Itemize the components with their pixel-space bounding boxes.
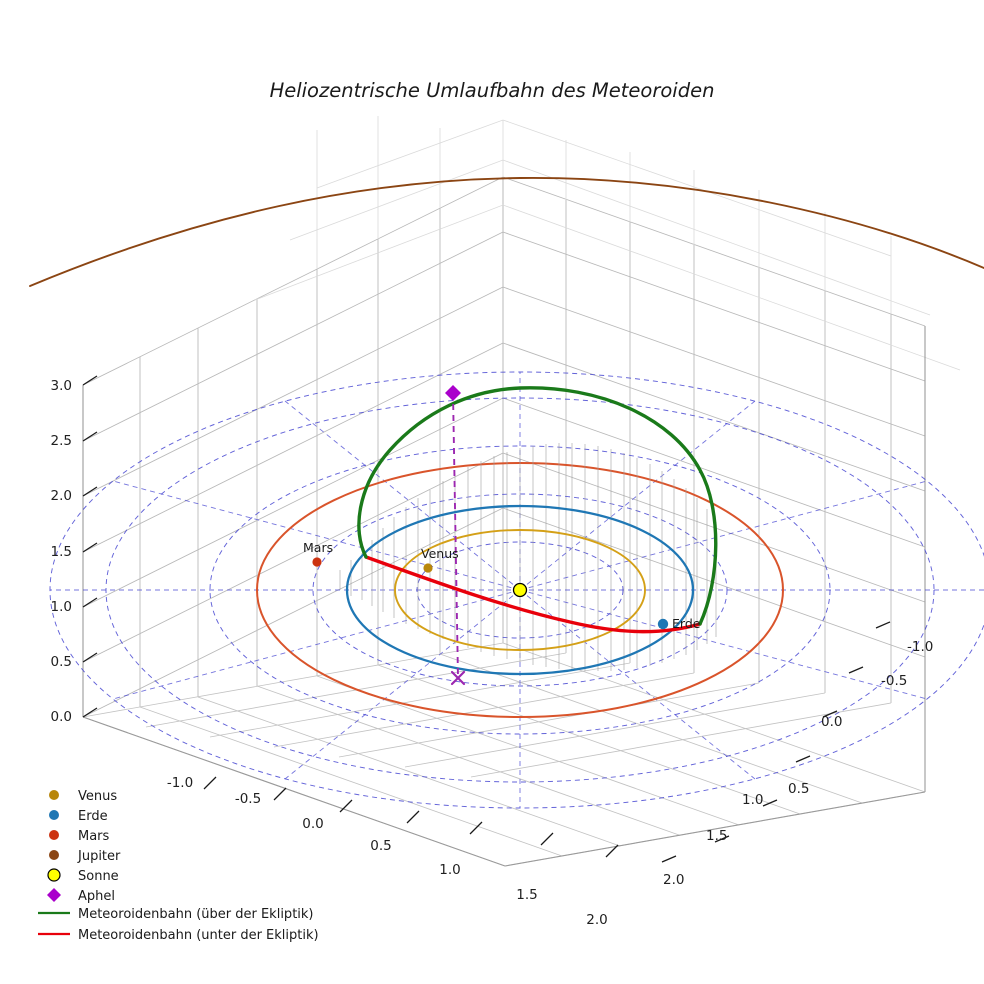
legend: Venus Erde Mars Jupiter Sonne Aphel: [38, 789, 319, 943]
label-venus: Venus: [421, 546, 459, 561]
z-tick-0: 0.0: [51, 709, 72, 725]
legend-label-sonne: Sonne: [78, 869, 119, 884]
orbit-venus: [394, 529, 646, 651]
legend-label-mars: Mars: [78, 829, 110, 844]
legend-item-sonne[interactable]: Sonne: [47, 868, 119, 884]
z-tick-3: 1.5: [51, 544, 72, 560]
legend-item-mars[interactable]: Mars: [49, 829, 110, 844]
body-markers: [312, 557, 669, 630]
y-tick-1: -0.5: [881, 673, 907, 689]
y-tick-4: 1.0: [742, 792, 763, 808]
x-tickmarks: [203, 776, 619, 858]
x-tick-5: 1.5: [516, 887, 537, 903]
erde-icon: [49, 810, 59, 820]
aphelion-projection-line: [452, 392, 459, 679]
legend-item-erde[interactable]: Erde: [49, 809, 108, 824]
z-tick-2: 1.0: [51, 599, 72, 615]
x-tick-6: 2.0: [586, 912, 607, 928]
y-axis: -1.0 -0.5 0.0 0.5 1.0 1.5 2.0: [661, 621, 933, 888]
y-tick-3: 0.5: [788, 781, 809, 797]
label-mars: Mars: [303, 540, 333, 555]
upper-pane-faint: [254, 116, 961, 371]
y-tickmarks: [661, 621, 891, 863]
legend-label-meteoroid-below: Meteoroidenbahn (unter der Ekliptik): [78, 928, 319, 943]
jupiter-icon: [49, 850, 59, 860]
y-tick-5: 1.5: [706, 828, 727, 844]
y-tick-6: 2.0: [663, 872, 684, 888]
erde-marker: [657, 618, 669, 630]
left-wall-hlines: [82, 176, 504, 718]
legend-label-jupiter: Jupiter: [77, 849, 121, 864]
z-tick-6: 3.0: [51, 378, 72, 394]
body-label-group: Mars Venus Erde: [303, 540, 701, 631]
z-tick-1: 0.5: [51, 654, 72, 670]
aphel-projection-marker: [450, 670, 466, 686]
y-tick-0: -1.0: [907, 639, 933, 655]
z-tick-5: 2.5: [51, 433, 72, 449]
mars-marker: [312, 557, 322, 567]
legend-item-meteoroid-below[interactable]: Meteoroidenbahn (unter der Ekliptik): [38, 928, 319, 943]
meteoroid-orbit-above: [357, 386, 718, 626]
x-tick-3: 0.5: [370, 838, 391, 854]
legend-item-aphel[interactable]: Aphel: [47, 888, 115, 904]
legend-label-erde: Erde: [78, 809, 108, 824]
z-axis: 0.0 0.5 1.0 1.5 2.0 2.5 3.0: [51, 375, 98, 725]
legend-label-aphel: Aphel: [78, 889, 115, 904]
y-tick-2: 0.0: [821, 714, 842, 730]
venus-icon: [49, 790, 59, 800]
aphelion-group: [445, 385, 466, 686]
legend-item-meteoroid-above[interactable]: Meteoroidenbahn (über der Ekliptik): [38, 907, 314, 922]
z-tickmarks: [82, 375, 98, 718]
orbit-erde: [345, 504, 695, 676]
label-erde: Erde: [672, 616, 701, 631]
orbit-jupiter: [29, 177, 984, 287]
legend-label-meteoroid-above: Meteoroidenbahn (über der Ekliptik): [78, 907, 314, 922]
x-axis: -1.0 -0.5 0.0 0.5 1.0 1.5 2.0: [167, 775, 619, 928]
aphel-icon: [47, 888, 61, 902]
legend-label-venus: Venus: [78, 789, 117, 804]
x-tick-1: -0.5: [235, 791, 261, 807]
x-tick-4: 1.0: [439, 862, 460, 878]
right-wall-grid: [502, 177, 926, 708]
sonne-marker: [512, 582, 528, 598]
meteoroid-orbit-below: [364, 555, 702, 634]
axes3d-panes: [82, 116, 961, 867]
polar-reference-grid: [49, 371, 984, 809]
x-tick-2: 0.0: [302, 816, 323, 832]
z-tick-4: 2.0: [51, 488, 72, 504]
floor-grid: [82, 642, 926, 867]
legend-item-jupiter[interactable]: Jupiter: [49, 849, 121, 864]
page-title: Heliozentrische Umlaufbahn des Meteoroid…: [270, 79, 715, 102]
venus-marker: [423, 563, 433, 573]
sonne-icon: [47, 868, 61, 882]
aphel-marker: [445, 385, 461, 401]
mars-icon: [49, 830, 59, 840]
x-tick-0: -1.0: [167, 775, 193, 791]
left-wall-grid: [82, 177, 504, 717]
legend-item-venus[interactable]: Venus: [49, 789, 117, 804]
